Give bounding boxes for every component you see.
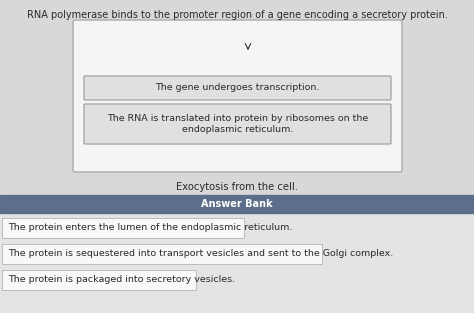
Text: The protein is packaged into secretory vesicles.: The protein is packaged into secretory v… bbox=[8, 275, 235, 285]
FancyBboxPatch shape bbox=[2, 218, 244, 238]
Text: The RNA is translated into protein by ribosomes on the
endoplasmic reticulum.: The RNA is translated into protein by ri… bbox=[107, 114, 368, 134]
FancyBboxPatch shape bbox=[84, 76, 391, 100]
Bar bbox=[0, 0, 474, 195]
Text: Exocytosis from the cell.: Exocytosis from the cell. bbox=[176, 182, 298, 192]
Bar bbox=[0, 195, 474, 313]
FancyBboxPatch shape bbox=[2, 270, 196, 290]
FancyBboxPatch shape bbox=[2, 244, 322, 264]
Text: The protein is sequestered into transport vesicles and sent to the Golgi complex: The protein is sequestered into transpor… bbox=[8, 249, 393, 259]
Bar bbox=[0, 195, 474, 213]
Text: Answer Bank: Answer Bank bbox=[201, 199, 273, 209]
Text: RNA polymerase binds to the promoter region of a gene encoding a secretory prote: RNA polymerase binds to the promoter reg… bbox=[27, 10, 447, 20]
Text: The protein enters the lumen of the endoplasmic reticulum.: The protein enters the lumen of the endo… bbox=[8, 223, 292, 233]
FancyBboxPatch shape bbox=[84, 104, 391, 144]
Text: The gene undergoes transcription.: The gene undergoes transcription. bbox=[155, 84, 319, 93]
FancyBboxPatch shape bbox=[73, 20, 402, 172]
